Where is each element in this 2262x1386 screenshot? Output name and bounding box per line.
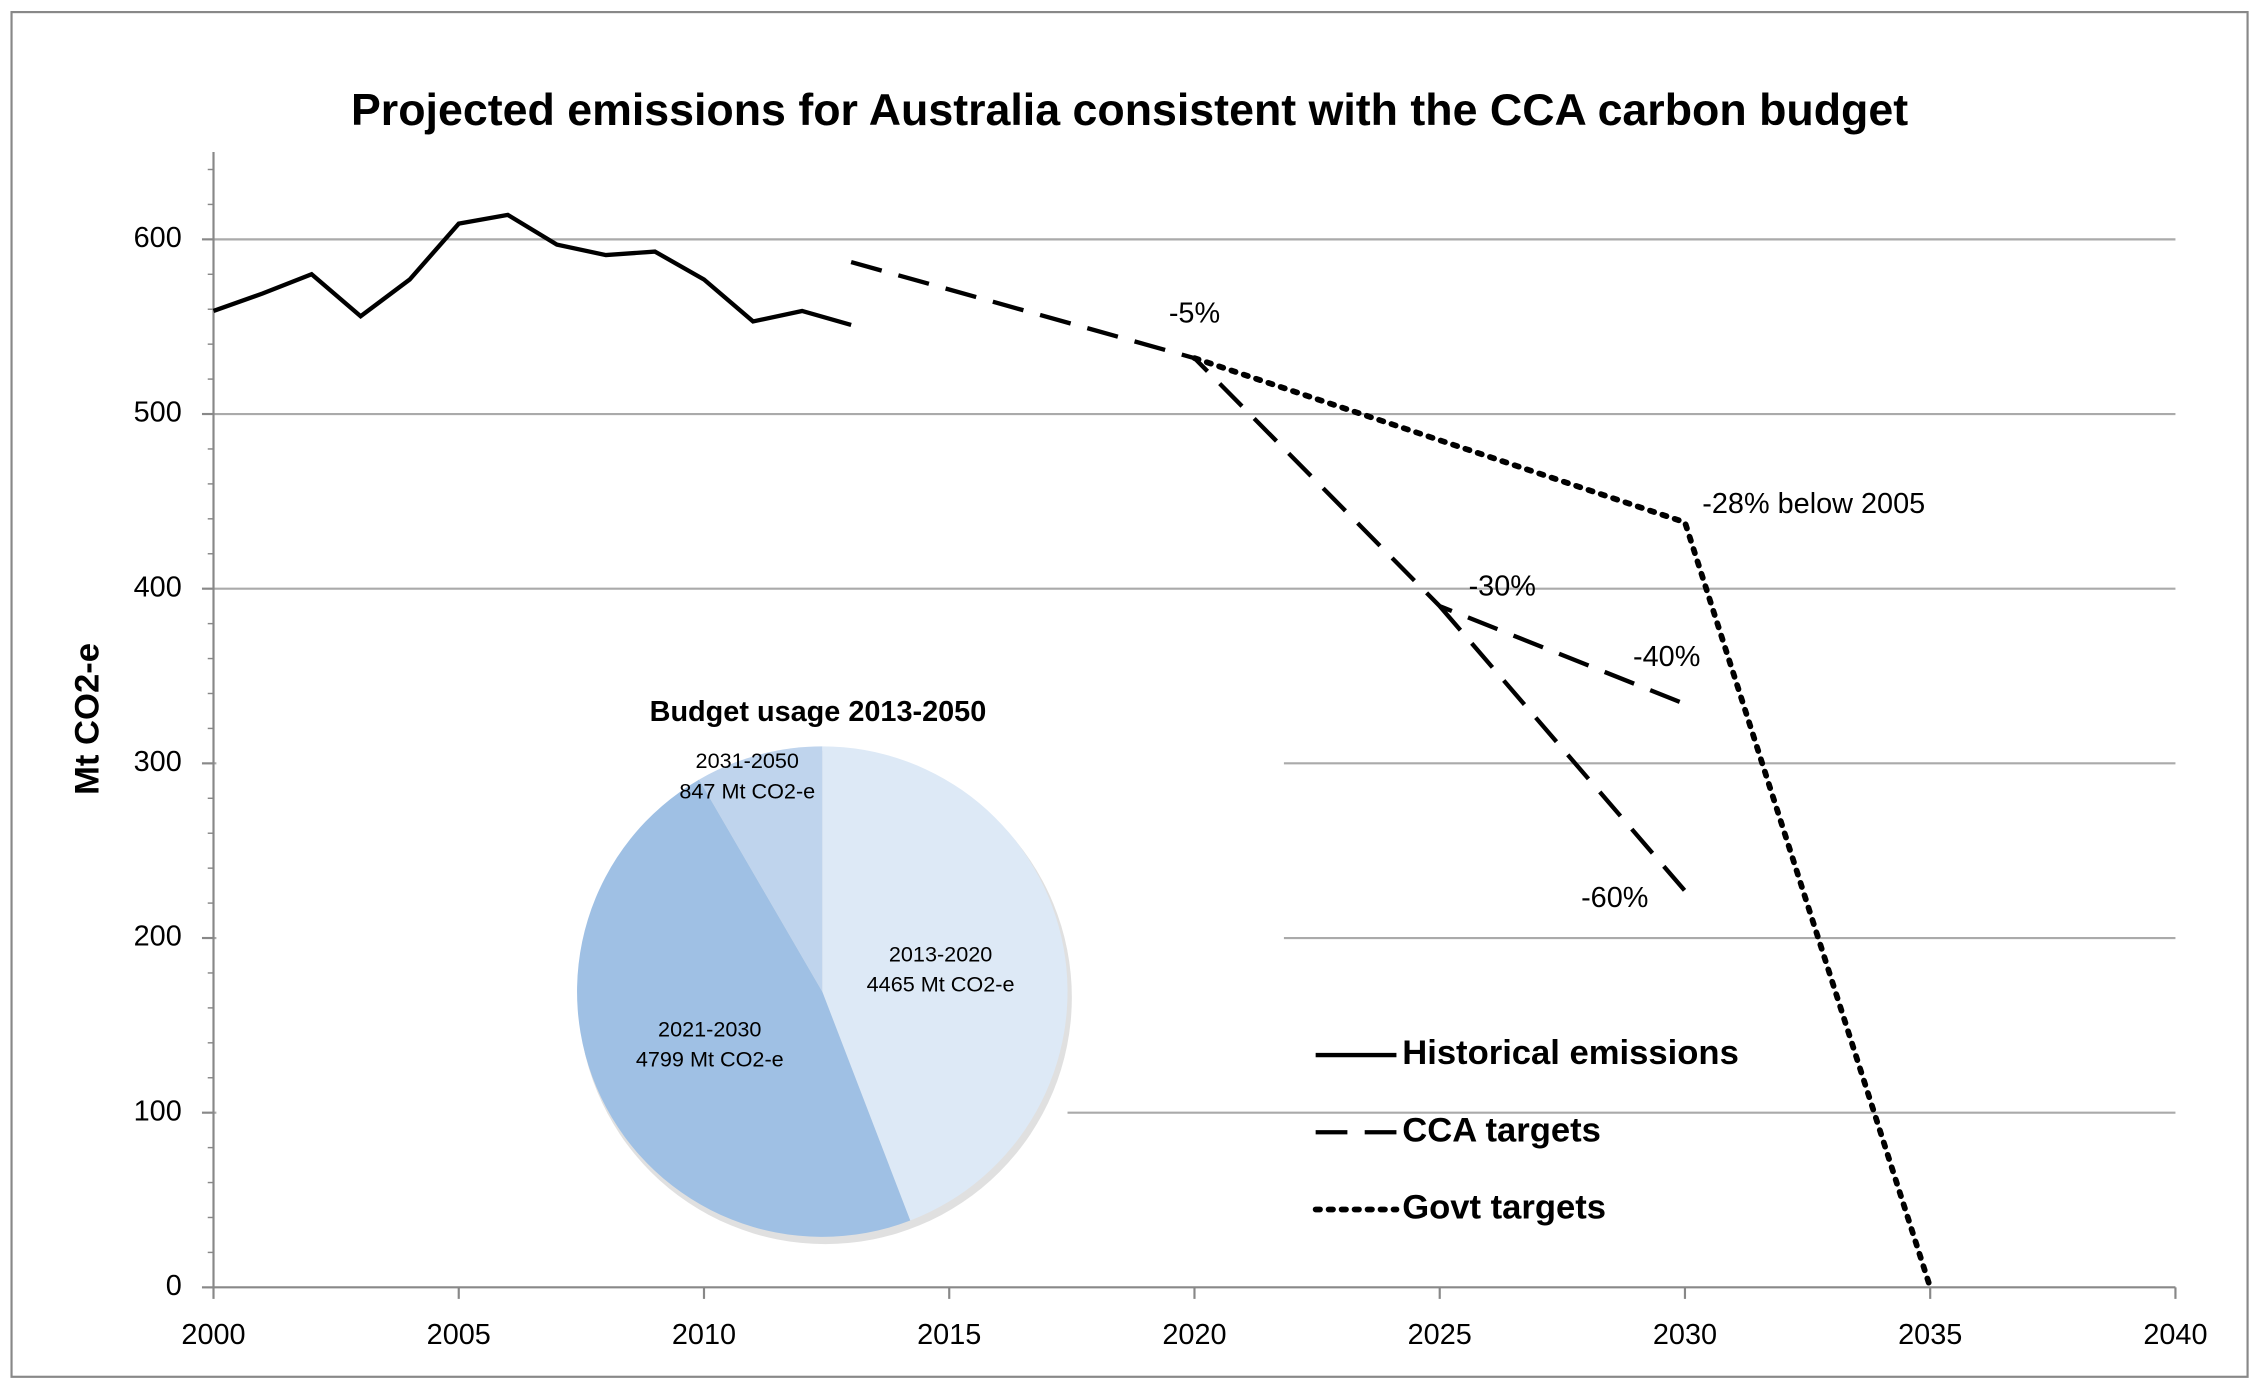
- pie-slice: [822, 746, 1068, 1221]
- y-tick-label: 200: [134, 921, 182, 953]
- inset-title: Budget usage 2013-2050: [650, 696, 987, 728]
- annotation: -40%: [1633, 641, 1700, 673]
- annotation: -60%: [1581, 882, 1648, 914]
- pie-value-label: 4799 Mt CO2-e: [636, 1047, 784, 1072]
- pie-label: 2021-2030: [658, 1016, 761, 1041]
- pie-label: 2013-2020: [889, 941, 992, 966]
- x-tick-label: 2020: [1162, 1319, 1226, 1351]
- y-tick-label: 400: [134, 571, 182, 603]
- y-tick-label: 600: [134, 222, 182, 254]
- y-axis-label: Mt CO2-e: [69, 643, 107, 795]
- x-tick-label: 2035: [1898, 1319, 1962, 1351]
- x-tick-label: 2015: [917, 1319, 981, 1351]
- pie-slice: [699, 746, 823, 992]
- x-tick-label: 2040: [2143, 1319, 2207, 1351]
- x-tick-label: 2010: [672, 1319, 736, 1351]
- legend-label: Historical emissions: [1402, 1034, 1739, 1072]
- line-series: [850, 259, 1687, 893]
- legend-label: CCA targets: [1402, 1111, 1601, 1149]
- y-tick-label: 500: [134, 397, 182, 429]
- x-tick-label: 2005: [427, 1319, 491, 1351]
- y-tick-label: 100: [134, 1095, 182, 1127]
- line-series: [212, 212, 852, 328]
- annotation: -5%: [1169, 298, 1220, 330]
- x-tick-label: 2030: [1653, 1319, 1717, 1351]
- pie-label: 2031-2050: [696, 748, 799, 773]
- legend-label: Govt targets: [1402, 1189, 1606, 1227]
- pie-slice: [577, 779, 911, 1237]
- x-tick-label: 2000: [181, 1319, 245, 1351]
- x-tick-label: 2025: [1408, 1319, 1472, 1351]
- annotation: -28% below 2005: [1702, 488, 1925, 520]
- annotation: -30%: [1469, 570, 1536, 602]
- chart-title: Projected emissions for Australia consis…: [351, 86, 1908, 135]
- y-tick-label: 0: [166, 1270, 182, 1302]
- pie-value-label: 847 Mt CO2-e: [679, 778, 815, 803]
- y-tick-label: 300: [134, 746, 182, 778]
- line-series: [1191, 355, 1934, 1291]
- pie-value-label: 4465 Mt CO2-e: [867, 972, 1015, 997]
